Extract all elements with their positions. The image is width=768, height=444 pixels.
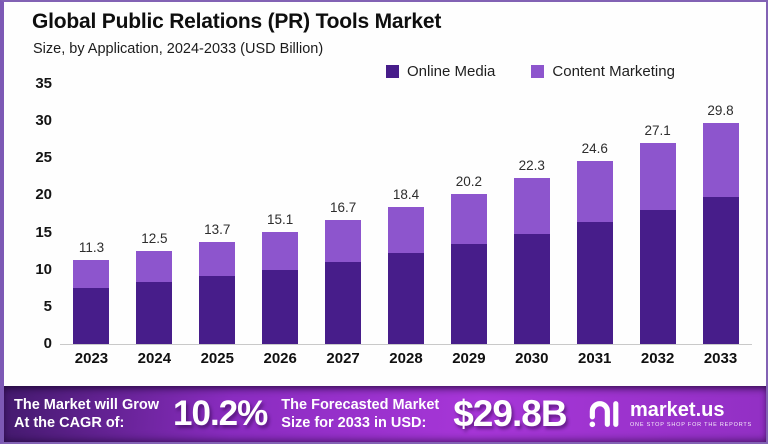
total-value-label-2032: 27.1 <box>644 122 671 138</box>
bar-column-2031: 24.6 <box>563 141 626 344</box>
y-tick-5: 5 <box>43 297 52 315</box>
bar-segment-online-media-2030 <box>513 234 550 344</box>
y-tick-15: 15 <box>35 223 52 241</box>
chart-title: Global Public Relations (PR) Tools Marke… <box>32 10 442 33</box>
total-value-label-2024: 12.5 <box>141 231 168 247</box>
x-tick-2024: 2024 <box>137 350 172 367</box>
bar-column-2033: 29.8 <box>689 103 752 344</box>
bar-column-2026: 15.1 <box>249 212 312 344</box>
online-media-swatch-icon <box>386 65 399 78</box>
legend-item-content-marketing: Content Marketing <box>531 63 675 80</box>
bar-column-2023: 11.3 <box>60 240 123 344</box>
bar-segment-content-marketing-2031 <box>576 161 613 223</box>
stacked-bar-chart: 11.3 12.5 13.7 15.1 16.7 18.4 20.2 22.3 24.6 27.1… <box>60 84 752 367</box>
bar-segment-online-media-2033 <box>702 196 739 344</box>
y-tick-10: 10 <box>35 260 52 278</box>
bar-segment-content-marketing-2030 <box>513 178 550 235</box>
x-tick-2030: 2030 <box>515 350 549 367</box>
bar-column-2032: 27.1 <box>626 123 689 344</box>
brand-name: market.us <box>629 399 725 421</box>
bar-column-2025: 13.7 <box>186 222 249 344</box>
bar-segment-online-media-2023 <box>73 288 110 344</box>
total-value-label-2023: 11.3 <box>78 240 105 256</box>
y-tick-30: 30 <box>35 112 52 130</box>
bar-segment-content-marketing-2024 <box>136 251 173 283</box>
bar-segment-content-marketing-2033 <box>702 122 739 197</box>
market-us-logo-icon <box>589 401 619 428</box>
brand-block: market.us ONE STOP SHOP FOR THE REPORTS <box>588 399 756 429</box>
x-tick-2027: 2027 <box>326 350 360 367</box>
cagr-caption-line2: At the CAGR of: <box>14 415 125 431</box>
legend-label-content-marketing: Content Marketing <box>552 63 675 80</box>
legend-item-online-media: Online Media <box>386 63 495 80</box>
cagr-caption-line1: The Market will Grow <box>14 396 160 413</box>
bar-column-2029: 20.2 <box>437 174 500 344</box>
total-value-label-2033: 29.8 <box>707 102 734 118</box>
chart-legend: Online Media Content Marketing <box>386 63 675 80</box>
y-tick-0: 0 <box>43 335 52 352</box>
brand-tagline: ONE STOP SHOP FOR THE REPORTS <box>629 422 752 428</box>
x-tick-2029: 2029 <box>452 350 486 367</box>
chart-subtitle: Size, by Application, 2024-2033 (USD Bil… <box>33 41 324 57</box>
bar-segment-online-media-2027 <box>325 261 362 344</box>
forecast-value: $29.8B <box>453 393 567 434</box>
total-value-label-2031: 24.6 <box>581 141 608 157</box>
bar-segment-online-media-2029 <box>450 244 487 344</box>
bar-segment-content-marketing-2025 <box>199 242 236 277</box>
total-value-label-2030: 22.3 <box>518 158 545 174</box>
total-value-label-2028: 18.4 <box>392 187 420 203</box>
bar-segment-online-media-2024 <box>136 282 173 344</box>
footer-banner: The Market will Grow At the CAGR of: 10.… <box>4 386 766 442</box>
total-value-label-2029: 20.2 <box>455 173 483 189</box>
forecast-caption: The Forecasted Market Size for 2033 in U… <box>281 396 439 432</box>
bar-segment-online-media-2031 <box>576 222 613 344</box>
bar-column-2028: 18.4 <box>375 187 438 344</box>
y-tick-35: 35 <box>35 75 52 92</box>
bar-column-2027: 16.7 <box>312 200 375 344</box>
content-marketing-swatch-icon <box>531 65 545 78</box>
forecast-caption-line1: The Forecasted Market <box>281 396 440 413</box>
legend-label-online-media: Online Media <box>407 63 496 80</box>
y-tick-25: 25 <box>35 149 52 167</box>
bar-segment-online-media-2025 <box>199 276 236 344</box>
bar-segment-content-marketing-2023 <box>73 260 110 289</box>
cagr-caption: The Market will Grow At the CAGR of: <box>14 396 159 432</box>
x-tick-2025: 2025 <box>200 350 234 367</box>
forecast-caption-line2: Size for 2033 in USD: <box>281 415 427 431</box>
bar-segment-content-marketing-2026 <box>262 231 299 270</box>
bar-column-2024: 12.5 <box>123 231 186 344</box>
x-tick-2032: 2032 <box>640 350 675 367</box>
bar-segment-content-marketing-2027 <box>325 219 362 262</box>
bar-segment-content-marketing-2028 <box>387 207 424 254</box>
y-tick-20: 20 <box>35 186 52 204</box>
x-tick-2028: 2028 <box>389 350 423 367</box>
total-value-label-2026: 15.1 <box>267 211 294 227</box>
x-tick-2033: 2033 <box>703 350 738 367</box>
cagr-value: 10.2% <box>173 394 268 433</box>
bar-segment-content-marketing-2032 <box>639 142 676 211</box>
y-axis-ticks: 0 5 10 15 20 25 30 35 <box>14 76 52 352</box>
bar-segment-online-media-2032 <box>639 210 676 344</box>
x-tick-2031: 2031 <box>578 350 612 367</box>
bar-segment-online-media-2026 <box>262 269 299 344</box>
x-tick-2026: 2026 <box>263 350 297 367</box>
x-tick-2023: 2023 <box>74 350 109 367</box>
plot-area: 11.3 12.5 13.7 15.1 16.7 18.4 20.2 22.3 24.6 27.1… <box>60 84 752 345</box>
x-axis-labels: 2023 2024 2025 2026 2027 2028 2029 2030 2031 2032… <box>60 350 752 367</box>
bar-segment-online-media-2028 <box>387 253 424 344</box>
total-value-label-2027: 16.7 <box>329 199 357 215</box>
bar-segment-content-marketing-2029 <box>450 193 487 245</box>
bar-column-2030: 22.3 <box>500 158 563 344</box>
total-value-label-2025: 13.7 <box>204 222 231 238</box>
